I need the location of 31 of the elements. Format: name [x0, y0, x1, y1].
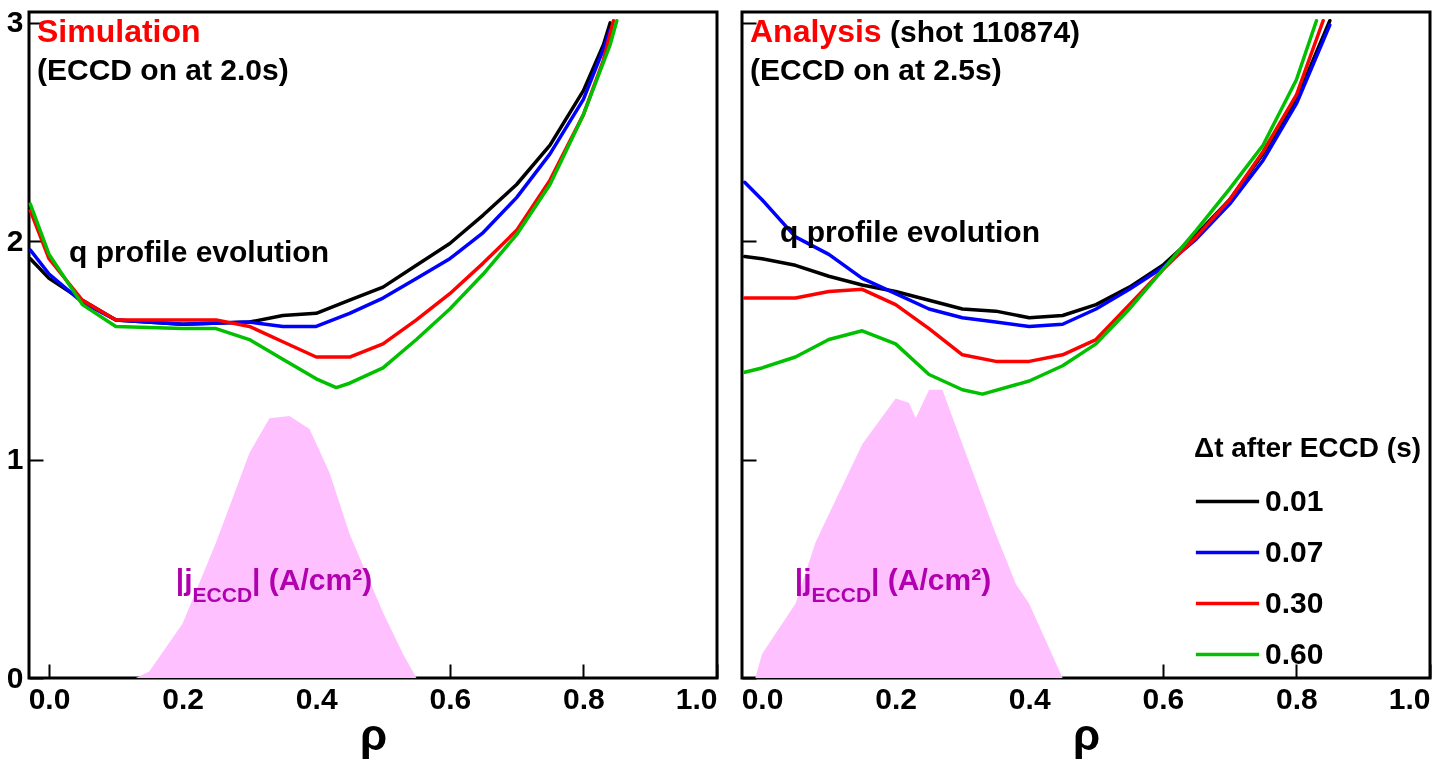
x-axis-title: ρ [1072, 709, 1101, 759]
x-tick-label: 1.0 [675, 681, 718, 715]
x-tick-label: 0.6 [429, 681, 472, 715]
y-tick-label: 2 [6, 223, 24, 257]
legend-label: 0.07 [1265, 534, 1324, 568]
x-tick-label: 0.6 [1142, 681, 1185, 715]
annotation: (shot 110874) [890, 15, 1081, 48]
annotation: q profile evolution [69, 235, 329, 268]
x-axis-title: ρ [359, 709, 388, 759]
x-tick-label: 0.4 [295, 681, 338, 715]
x-tick-label: 0.4 [1008, 681, 1051, 715]
y-tick-label: 0 [6, 660, 24, 694]
x-tick-label: 0.8 [563, 681, 605, 715]
x-tick-label: 0.2 [875, 681, 917, 715]
annotation: (ECCD on at 2.0s) [37, 53, 289, 86]
y-tick-label: 1 [6, 442, 24, 476]
annotation: (ECCD on at 2.5s) [750, 53, 1002, 86]
legend-label: 0.60 [1265, 636, 1324, 670]
y-tick-label: 3 [6, 5, 24, 39]
annotation: |j$_{ECCD}$| (A/cm²) [794, 563, 992, 606]
chart-title: Simulation [37, 13, 201, 49]
legend-label: 0.30 [1265, 585, 1324, 619]
legend-title: Δt after ECCD (s) [1194, 432, 1422, 463]
chart-title: Analysis [750, 13, 882, 49]
annotation: |j$_{ECCD}$| (A/cm²) [175, 563, 373, 606]
x-tick-label: 0.0 [28, 681, 71, 715]
x-tick-label: 0.2 [162, 681, 204, 715]
legend-label: 0.01 [1265, 483, 1324, 517]
x-tick-label: 1.0 [1388, 681, 1431, 715]
x-tick-label: 0.8 [1276, 681, 1318, 715]
x-tick-label: 0.0 [741, 681, 784, 715]
